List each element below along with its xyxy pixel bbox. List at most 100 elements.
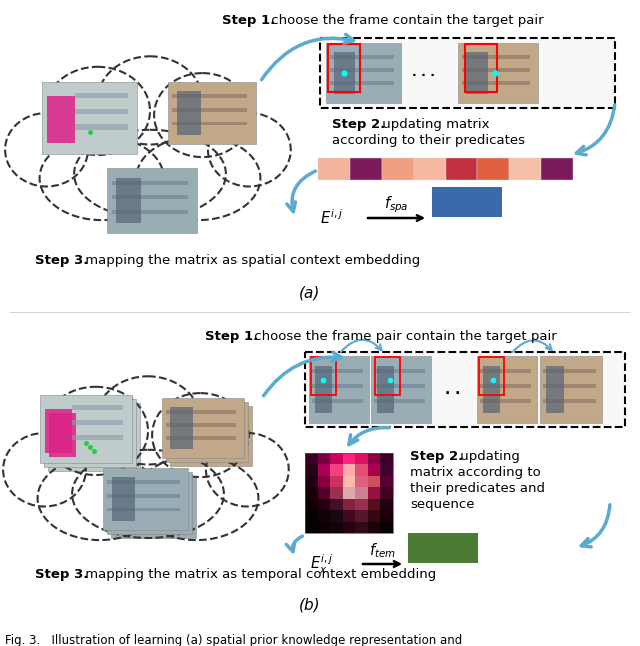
Bar — [177, 91, 202, 135]
Bar — [305, 487, 317, 499]
Ellipse shape — [38, 456, 162, 540]
Bar — [115, 488, 188, 492]
Bar — [330, 510, 342, 521]
Bar — [374, 384, 425, 388]
Bar — [375, 357, 400, 395]
Bar — [330, 521, 342, 533]
Ellipse shape — [208, 113, 291, 187]
Bar — [47, 96, 76, 143]
Bar — [48, 403, 140, 471]
Bar — [368, 487, 380, 499]
Text: their predicates and: their predicates and — [410, 482, 545, 495]
Ellipse shape — [3, 433, 86, 506]
Bar — [111, 512, 184, 516]
Bar — [76, 409, 127, 414]
Text: sequence: sequence — [410, 498, 474, 511]
Text: $f_{tem}$: $f_{tem}$ — [369, 541, 396, 560]
Bar — [162, 398, 244, 458]
Bar — [170, 427, 240, 431]
Bar — [76, 439, 127, 444]
Bar — [330, 464, 342, 476]
FancyArrowPatch shape — [287, 171, 316, 211]
Bar — [312, 370, 363, 373]
Bar — [480, 399, 531, 403]
Bar — [312, 384, 363, 388]
Bar — [317, 521, 330, 533]
Ellipse shape — [43, 387, 148, 475]
Text: Step 1.: Step 1. — [222, 14, 275, 27]
Text: $f_{spa}$: $f_{spa}$ — [384, 194, 409, 215]
Bar — [172, 108, 247, 112]
Bar — [40, 395, 132, 463]
Bar — [466, 52, 488, 94]
Bar — [413, 158, 445, 180]
Bar — [108, 481, 179, 484]
Text: matrix according to: matrix according to — [410, 466, 541, 479]
Bar — [462, 55, 530, 59]
Bar — [312, 399, 363, 403]
Bar — [305, 352, 625, 427]
Bar — [76, 424, 127, 429]
Bar — [380, 499, 393, 510]
Bar — [330, 68, 394, 72]
Bar — [76, 125, 127, 129]
Bar — [49, 413, 76, 457]
Bar — [371, 356, 431, 423]
FancyArrowPatch shape — [513, 340, 552, 352]
Bar — [52, 417, 80, 461]
Bar — [408, 533, 478, 563]
Bar — [174, 431, 244, 435]
Bar — [380, 476, 393, 487]
Bar — [540, 356, 602, 423]
FancyArrowPatch shape — [349, 428, 389, 444]
Bar — [76, 93, 127, 98]
Bar — [483, 366, 500, 413]
Bar — [333, 52, 355, 94]
Bar — [477, 356, 537, 423]
Bar — [115, 516, 188, 519]
FancyArrowPatch shape — [262, 34, 353, 79]
Bar — [305, 499, 317, 510]
Bar — [115, 502, 188, 506]
Bar — [380, 521, 393, 533]
Ellipse shape — [152, 393, 249, 477]
Bar — [107, 168, 197, 233]
Bar — [108, 494, 179, 498]
Text: (b): (b) — [299, 598, 321, 613]
Bar — [166, 423, 236, 427]
Bar — [462, 68, 530, 72]
Bar — [368, 521, 380, 533]
Ellipse shape — [40, 136, 164, 220]
Bar — [330, 55, 394, 59]
Text: (a): (a) — [300, 285, 321, 300]
Bar — [305, 453, 393, 533]
Bar — [479, 357, 504, 395]
Bar — [72, 405, 123, 410]
Bar — [111, 484, 184, 488]
Bar — [355, 510, 368, 521]
Ellipse shape — [45, 67, 150, 155]
Bar — [374, 399, 425, 403]
Text: Step 3.: Step 3. — [35, 568, 88, 581]
Bar — [355, 453, 368, 464]
Bar — [305, 521, 317, 533]
Text: updating: updating — [456, 450, 520, 463]
Bar — [111, 195, 188, 199]
Bar — [317, 487, 330, 499]
Bar — [166, 410, 236, 413]
Bar — [111, 477, 135, 521]
Bar — [170, 441, 240, 444]
Bar — [355, 521, 368, 533]
Bar — [317, 476, 330, 487]
Bar — [172, 121, 247, 125]
Bar — [170, 414, 240, 417]
Bar — [80, 413, 131, 418]
Bar — [509, 158, 541, 180]
FancyArrowPatch shape — [341, 340, 381, 352]
Bar — [44, 399, 136, 467]
FancyArrowPatch shape — [581, 505, 610, 547]
Bar — [342, 464, 355, 476]
Text: according to their predicates: according to their predicates — [332, 134, 525, 147]
Bar — [174, 418, 244, 422]
Bar — [381, 158, 413, 180]
